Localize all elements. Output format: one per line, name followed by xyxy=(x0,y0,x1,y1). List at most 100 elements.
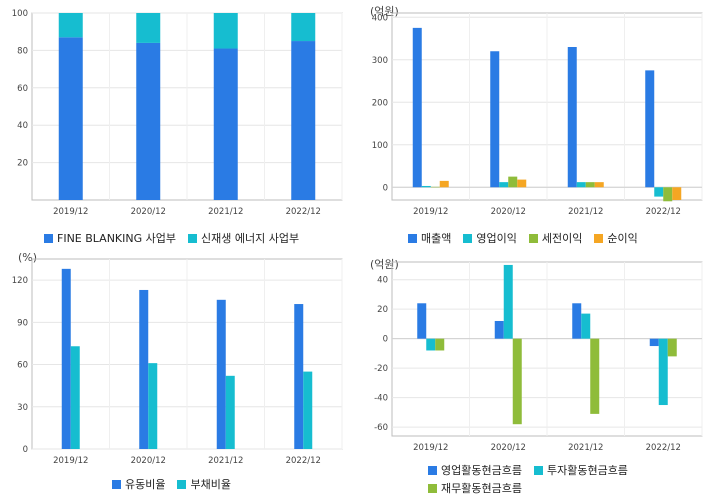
legend-label: FINE BLANKING 사업부 xyxy=(57,232,176,245)
y-tick-label: 20 xyxy=(377,305,388,315)
bar xyxy=(61,268,71,449)
bar xyxy=(572,303,582,339)
y-tick-label: 40 xyxy=(17,121,28,131)
x-tick-label: 2019/12 xyxy=(413,443,448,453)
x-tick-label: 2022/12 xyxy=(286,456,321,466)
legend-item: 유동비율 xyxy=(112,476,165,492)
legend-label: 매출액 xyxy=(421,232,452,245)
legend-item: FINE BLANKING 사업부 xyxy=(44,230,176,246)
x-tick-label: 2019/12 xyxy=(413,207,448,217)
y-tick-label: 20 xyxy=(17,159,28,169)
x-tick-label: 2020/12 xyxy=(491,207,526,217)
bar xyxy=(645,70,655,188)
legend-swatch xyxy=(112,479,121,489)
bar xyxy=(58,37,83,201)
chart-3-plot: 0 30 60 90 120 2019/12 2020/12 2021/12 2022/12 xyxy=(12,258,343,466)
legend-swatch xyxy=(428,483,437,493)
x-tick-label: 2021/12 xyxy=(208,456,243,466)
bar xyxy=(594,182,604,188)
bar xyxy=(503,264,513,339)
x-tick-label: 2020/12 xyxy=(491,443,526,453)
y-tick-label: 120 xyxy=(12,276,28,286)
bar xyxy=(585,182,595,188)
y-tick-label: 90 xyxy=(17,318,28,328)
chart-1-legend: FINE BLANKING 사업부 신재생 에너지 사업부 xyxy=(44,230,354,246)
bar xyxy=(136,42,161,200)
bar xyxy=(139,289,149,449)
legend-swatch xyxy=(533,465,543,475)
bar xyxy=(494,320,504,339)
y-tick-label: 0 xyxy=(23,445,28,455)
x-tick-label: 2020/12 xyxy=(131,456,166,466)
legend-item: 세전이익 xyxy=(528,230,583,246)
chart-cashflow: (억원) -60 -40 -20 0 20 40 2019/12 2020/12 2021/12… xyxy=(360,248,720,496)
legend-swatch xyxy=(594,233,604,243)
bar xyxy=(417,303,427,339)
bar xyxy=(213,13,238,49)
legend-swatch xyxy=(528,233,538,243)
bar xyxy=(291,41,316,200)
x-tick-label: 2021/12 xyxy=(568,207,603,217)
bar xyxy=(658,338,668,406)
bar xyxy=(291,13,316,42)
legend-label: 신재생 에너지 사업부 xyxy=(201,232,300,245)
bar xyxy=(439,180,449,188)
y-tick-label: -20 xyxy=(374,364,388,374)
legend-swatch xyxy=(44,233,53,243)
x-tick-label: 2020/12 xyxy=(131,207,166,217)
bar xyxy=(649,338,659,347)
y-tick-label: 300 xyxy=(372,56,388,66)
bar xyxy=(576,182,586,188)
bar xyxy=(225,375,235,449)
y-tick-label: 60 xyxy=(17,361,28,371)
y-tick-label: 100 xyxy=(372,141,388,151)
bar xyxy=(517,179,527,188)
legend-item: 영업활동현금흐름 xyxy=(428,462,522,478)
bar xyxy=(303,371,313,449)
legend-item: 신재생 에너지 사업부 xyxy=(188,230,299,246)
bar xyxy=(499,182,509,188)
bar xyxy=(508,176,518,188)
chart-1-plot: 20 40 60 80 100 2019/12 2020/12 2021/12 2022/12 xyxy=(12,9,343,217)
y-tick-label: 80 xyxy=(17,46,28,56)
y-tick-label: -40 xyxy=(374,394,388,404)
x-tick-label: 2022/12 xyxy=(286,207,321,217)
legend-item: 영업이익 xyxy=(463,230,517,246)
x-tick-label: 2021/12 xyxy=(568,443,603,453)
chart-4-plot: -60 -40 -20 0 20 40 2019/12 2020/12 2021/12 2022/… xyxy=(374,261,703,453)
y-tick-label: 30 xyxy=(17,403,28,413)
legend-label: 투자활동현금흐름 xyxy=(546,464,628,477)
legend-label: 영업활동현금흐름 xyxy=(441,464,522,477)
legend-label: 영업이익 xyxy=(476,232,517,245)
y-tick-label: -60 xyxy=(374,423,388,433)
bar xyxy=(421,185,431,188)
x-tick-label: 2022/12 xyxy=(646,207,681,217)
x-tick-label: 2019/12 xyxy=(53,456,88,466)
legend-label: 순이익 xyxy=(607,232,638,245)
legend-label: 부채비율 xyxy=(190,478,231,491)
bar xyxy=(581,313,591,339)
bar xyxy=(435,338,445,351)
y-tick-label: 100 xyxy=(12,9,28,19)
legend-item: 투자활동현금흐름 xyxy=(533,462,628,478)
y-tick-label: 60 xyxy=(17,84,28,94)
legend-item: 순이익 xyxy=(594,230,638,246)
bar xyxy=(672,187,682,200)
y-tick-label: 400 xyxy=(372,13,388,23)
legend-item: 재무활동현금흐름 xyxy=(428,480,522,496)
bar xyxy=(512,338,522,425)
bar xyxy=(567,47,577,188)
bar xyxy=(136,13,161,43)
bar xyxy=(216,299,226,449)
legend-label: 세전이익 xyxy=(541,232,583,245)
chart-2-plot: 0 100 200 300 400 2019/12 2020/12 2021/12 2022/1… xyxy=(372,12,703,217)
chart-income: (억원) 0 100 200 300 400 2019/12 2020/12 2021/12 2… xyxy=(360,0,720,248)
bar xyxy=(426,338,436,351)
bar xyxy=(58,13,83,38)
legend-label: 유동비율 xyxy=(125,478,166,491)
legend-swatch xyxy=(463,233,473,243)
x-tick-label: 2022/12 xyxy=(646,443,681,453)
bar xyxy=(412,27,422,188)
chart-2-legend: 매출액 영업이익 세전이익 순이익 xyxy=(408,230,713,246)
